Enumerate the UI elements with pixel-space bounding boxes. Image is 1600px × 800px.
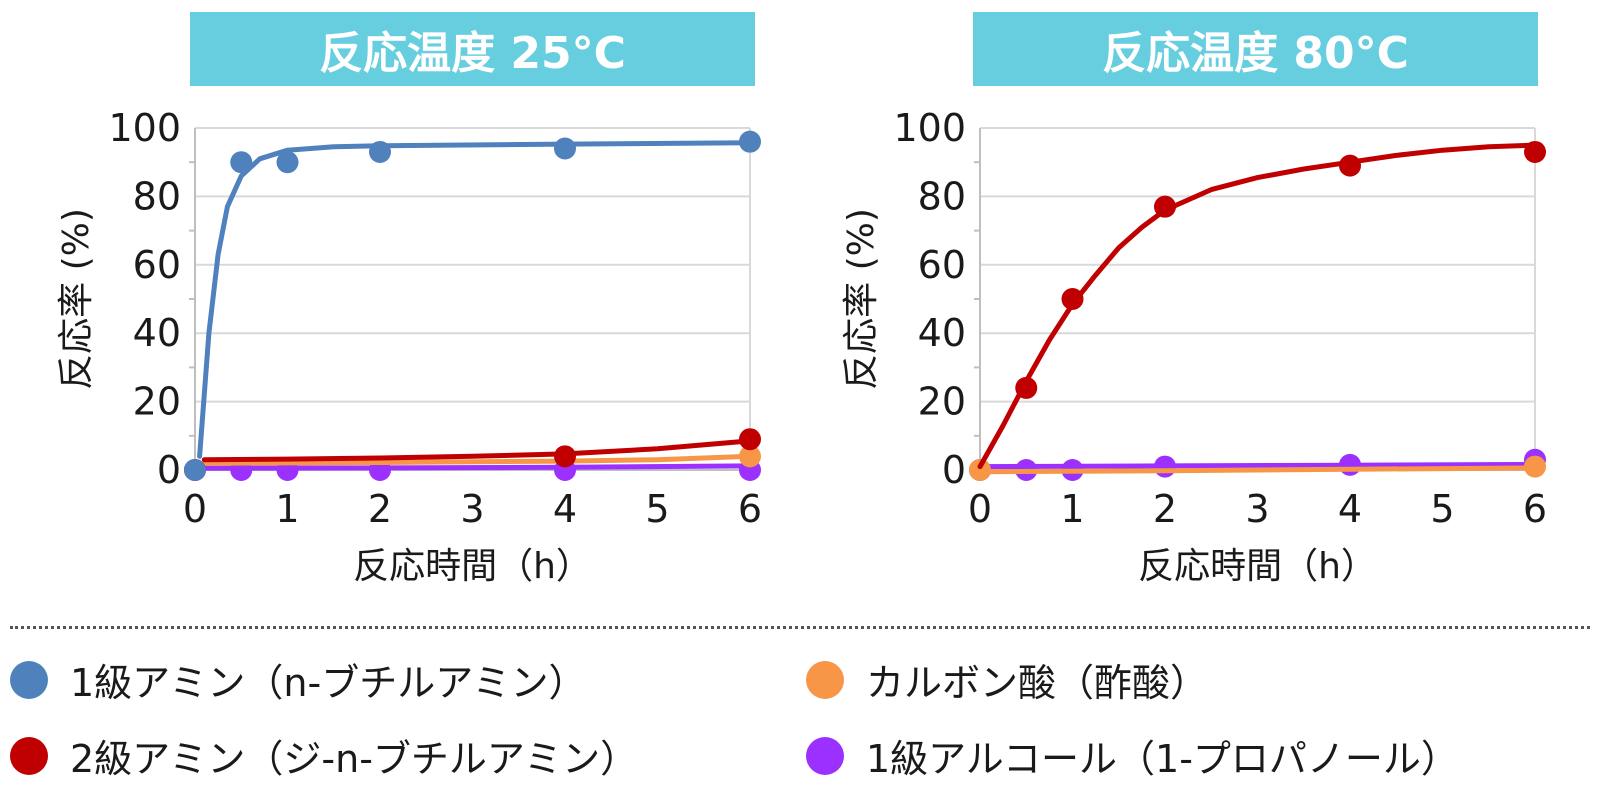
data-point-primary-amine	[230, 151, 253, 174]
y-tick-label: 60	[133, 243, 181, 287]
data-point-secondary-amine	[1154, 195, 1176, 218]
y-tick-label: 40	[918, 311, 966, 355]
y-tick-label: 80	[918, 174, 966, 218]
data-point-primary-amine	[369, 140, 391, 163]
legend-item-carboxylic-acid: カルボン酸（酢酸）	[806, 652, 1208, 707]
y-tick-label: 80	[133, 174, 181, 218]
y-tick-label: 100	[893, 106, 966, 150]
legend-item-primary-alcohol: 1級アルコール（1-プロパノール）	[806, 728, 1459, 783]
x-tick-label: 0	[968, 487, 992, 531]
legend-separator	[10, 626, 1590, 629]
data-point-secondary-amine	[739, 428, 761, 451]
y-tick-label: 60	[918, 243, 966, 287]
data-point-carboxylic-acid	[1524, 455, 1546, 478]
x-tick-label: 3	[460, 487, 484, 531]
y-tick-label: 100	[108, 106, 181, 150]
data-point-secondary-amine	[1015, 376, 1038, 399]
trend-line-secondary-amine	[977, 142, 1538, 470]
x-tick-label: 4	[1338, 487, 1362, 531]
trend-line-carboxylic-acid	[986, 465, 1538, 475]
y-tick-label: 20	[918, 380, 966, 424]
trend-line-secondary-amine	[201, 438, 753, 463]
x-tick-label: 2	[368, 487, 392, 531]
legend-item-primary-amine: 1級アミン（n-ブチルアミン）	[10, 652, 586, 707]
data-point-secondary-amine	[1061, 288, 1084, 310]
x-tick-label: 5	[1430, 487, 1454, 531]
data-point-primary-alcohol	[1339, 453, 1361, 476]
legend-label-primary-alcohol: 1級アルコール（1-プロパノール）	[866, 737, 1459, 781]
x-tick-label: 2	[1153, 487, 1177, 531]
x-axis-label: 反応時間（h）	[1138, 546, 1377, 587]
x-axis-label: 反応時間（h）	[353, 546, 592, 587]
chart-80c: 0 20 40 60 80 100 0 1 2 3 4 5 6 反応時間（h） 反応率 (%)	[841, 106, 1547, 587]
legend-marker-carboxylic-acid	[806, 660, 844, 699]
x-tick-label: 6	[738, 487, 762, 531]
data-point-secondary-amine	[554, 445, 576, 468]
data-point-primary-alcohol	[1154, 455, 1176, 478]
x-tick-label: 6	[1523, 487, 1547, 531]
legend-marker-primary-alcohol	[806, 736, 844, 775]
x-tick-label: 1	[1060, 487, 1084, 531]
legend-item-secondary-amine: 2級アミン（ジ-n-ブチルアミン）	[10, 728, 638, 783]
data-point-primary-amine	[276, 151, 299, 174]
y-tick-label: 40	[133, 311, 181, 355]
data-point-carboxylic-acid	[739, 445, 761, 468]
legend-label-primary-amine: 1級アミン（n-ブチルアミン）	[70, 661, 587, 705]
y-tick-label: 20	[133, 380, 181, 424]
legend-label-carboxylic-acid: カルボン酸（酢酸）	[866, 661, 1209, 705]
x-tick-label: 4	[553, 487, 577, 531]
y-tick-label: 0	[942, 448, 966, 492]
data-point-secondary-amine	[1339, 154, 1361, 177]
legend-marker-primary-amine	[10, 660, 48, 699]
y-axis-label: 反応率 (%)	[841, 208, 882, 390]
data-point-secondary-amine	[1524, 140, 1546, 163]
chart-25c: 0 20 40 60 80 100 0 1 2 3 4 5 6 反応時間（h） 反応率 (%)	[56, 106, 762, 587]
x-tick-label: 1	[275, 487, 299, 531]
chart-title-25c: 反応温度 25°C	[190, 12, 755, 86]
x-tick-label: 3	[1245, 487, 1269, 531]
y-tick-label: 0	[157, 448, 181, 492]
trend-line-primary-amine	[197, 140, 753, 459]
y-axis-label: 反応率 (%)	[56, 208, 97, 390]
chart-title-80c: 反応温度 80°C	[973, 12, 1538, 86]
data-point-primary-amine	[184, 459, 206, 481]
data-point-carboxylic-acid	[969, 459, 991, 481]
data-point-primary-amine	[739, 130, 761, 153]
legend-marker-secondary-amine	[10, 736, 48, 775]
x-tick-label: 0	[183, 487, 207, 531]
x-tick-label: 5	[645, 487, 669, 531]
legend-label-secondary-amine: 2級アミン（ジ-n-ブチルアミン）	[70, 737, 639, 781]
data-point-primary-amine	[554, 137, 576, 160]
